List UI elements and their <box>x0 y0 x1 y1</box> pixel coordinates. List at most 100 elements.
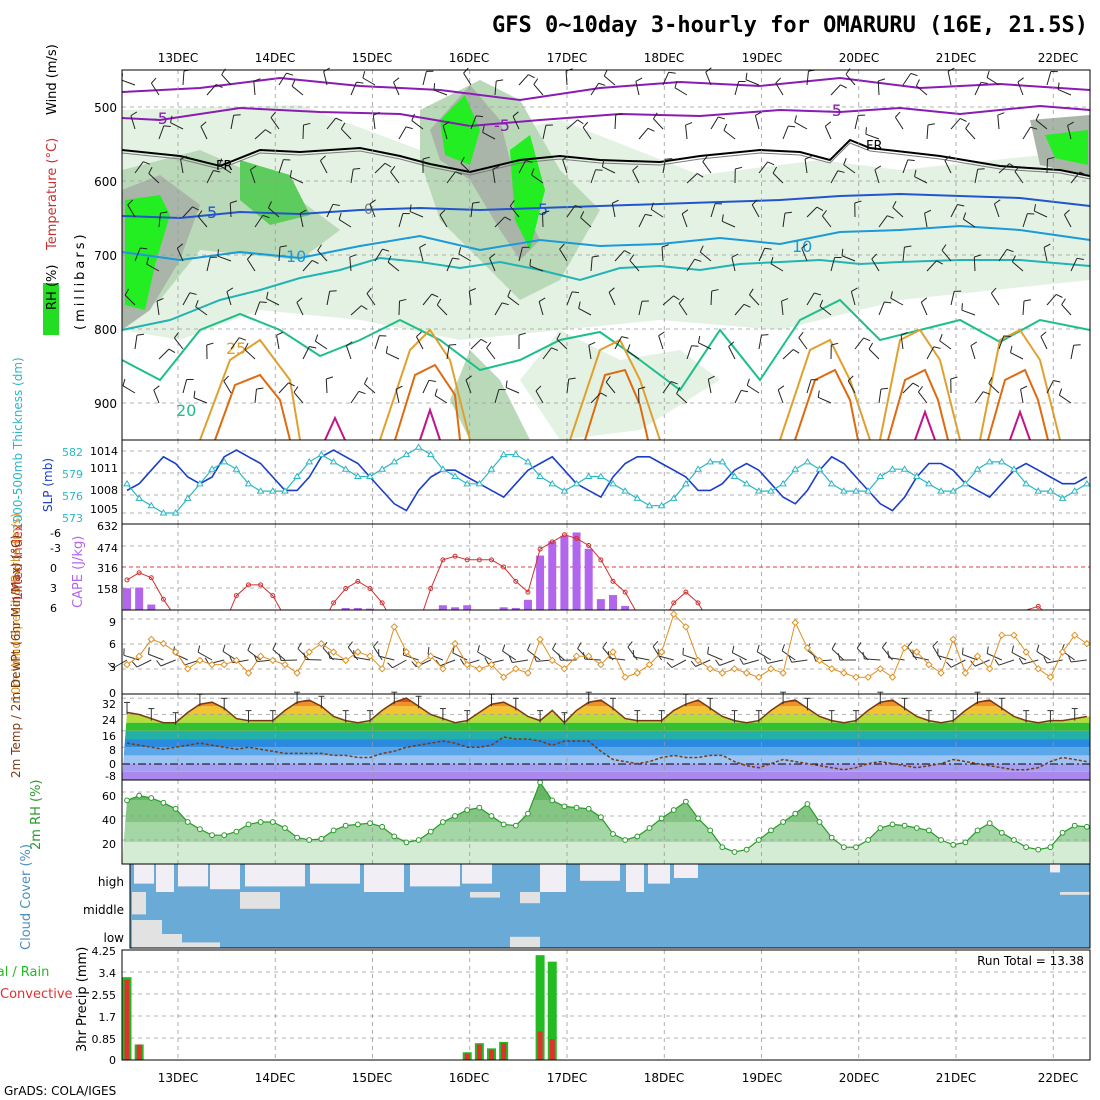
wind-barb <box>910 72 918 77</box>
wind-barb <box>288 382 295 387</box>
wind-marker <box>645 660 654 669</box>
wind-barb <box>612 199 619 204</box>
wind-marker <box>900 644 909 652</box>
y-tick-label: 4.25 <box>92 945 117 958</box>
y-tick-label: 0 <box>109 1054 116 1067</box>
wind-barb <box>777 389 784 404</box>
wind-barb <box>136 659 152 668</box>
wind-barb <box>781 298 789 302</box>
wind-barb <box>259 301 267 303</box>
wind-barb <box>957 204 965 207</box>
wind-barb <box>920 297 928 303</box>
wind-barb <box>387 662 393 669</box>
wind-barb <box>512 116 520 130</box>
thickness-marker <box>791 465 800 472</box>
wind-barb <box>270 111 276 118</box>
rh-marker <box>926 827 932 834</box>
wind-marker <box>1022 648 1030 656</box>
wind-barb <box>170 122 184 130</box>
thickness-marker <box>827 479 836 487</box>
wind-barb <box>994 659 1000 666</box>
wind-barb <box>247 253 253 260</box>
wind-barb <box>592 255 600 258</box>
rh-marker <box>986 820 993 827</box>
thickness-marker <box>779 479 787 487</box>
surface-wind-panel: 9 6 3 0 10m Wind Speed & Barbs (m/s) <box>9 513 1091 702</box>
cape-bar <box>451 607 460 610</box>
wind-barb <box>223 375 230 382</box>
wind-barb <box>983 391 990 395</box>
wind-barb <box>671 659 687 668</box>
thickness-marker <box>876 472 885 480</box>
rh-marker <box>828 834 835 841</box>
wind-barb <box>1061 304 1072 316</box>
wind-barb <box>798 337 808 350</box>
wind-barb <box>1047 156 1055 160</box>
temperature-panel: 32 24 16 8 0 -8 2m Temp / 2m DewPt (6hr … <box>9 535 1091 783</box>
wind-barb <box>399 298 407 302</box>
wind-barb <box>148 653 164 661</box>
wind-barb <box>895 111 901 118</box>
clear-sky-high <box>310 864 360 884</box>
cloud-level-label: high <box>98 875 124 889</box>
wind-barb <box>743 303 751 308</box>
thickness-marker <box>657 501 666 509</box>
li-marker <box>233 593 239 599</box>
wind-barb <box>770 263 784 272</box>
wind-barb <box>1061 298 1066 305</box>
rh-marker <box>622 837 629 843</box>
wind-barb <box>902 382 914 394</box>
wind-barb <box>1070 258 1078 272</box>
wind-barb <box>390 165 396 173</box>
wind-barb <box>761 334 769 336</box>
wind-barb <box>991 287 997 294</box>
li-marker <box>136 570 142 576</box>
wind-barb <box>134 247 141 262</box>
wind-barb <box>580 217 592 228</box>
thickness-marker <box>536 472 544 480</box>
wind-barb <box>830 170 839 184</box>
wind-barb <box>731 257 736 272</box>
wind-barb <box>974 391 984 404</box>
wind-barb <box>728 346 736 360</box>
wind-barb <box>332 203 340 207</box>
wind-barb <box>374 162 386 174</box>
wind-barb <box>936 260 943 265</box>
cloud-axis-title: Cloud Cover (%) <box>19 844 34 950</box>
wind-barb <box>868 348 880 360</box>
wind-barb <box>562 159 568 174</box>
wind-marker <box>706 665 714 673</box>
thickness-marker <box>596 472 605 480</box>
wind-barb <box>439 214 448 228</box>
precip-convective-bar <box>124 979 130 1060</box>
wind-barb <box>492 165 500 170</box>
wind-barb <box>997 115 1000 130</box>
wind-marker <box>633 669 642 677</box>
wind-barb <box>136 333 144 336</box>
li-marker <box>270 593 276 599</box>
wind-barb <box>745 79 760 86</box>
wind-barb <box>452 652 468 661</box>
clear-sky-high <box>410 864 460 887</box>
wind-barb <box>130 111 138 117</box>
rh-marker <box>452 813 458 819</box>
wind-barb <box>1057 89 1072 96</box>
wind-barb <box>525 160 533 163</box>
wind-barb <box>335 117 343 122</box>
wind-barb <box>605 376 611 383</box>
wind-barb <box>112 659 128 669</box>
wind-barb <box>193 390 196 398</box>
wind-barb <box>974 169 979 184</box>
wind-barb <box>686 345 693 360</box>
wind-barb <box>588 341 596 346</box>
wind-barb <box>518 160 527 174</box>
cape-bar <box>499 607 508 610</box>
wind-barb <box>946 661 952 668</box>
wind-barb <box>658 335 664 350</box>
cape-bar <box>135 587 144 610</box>
wind-barb <box>272 642 277 650</box>
y-tick-label: 20 <box>102 838 116 851</box>
wind-barb <box>477 651 492 661</box>
wind-barb <box>278 653 282 661</box>
wind-barb <box>914 169 917 177</box>
